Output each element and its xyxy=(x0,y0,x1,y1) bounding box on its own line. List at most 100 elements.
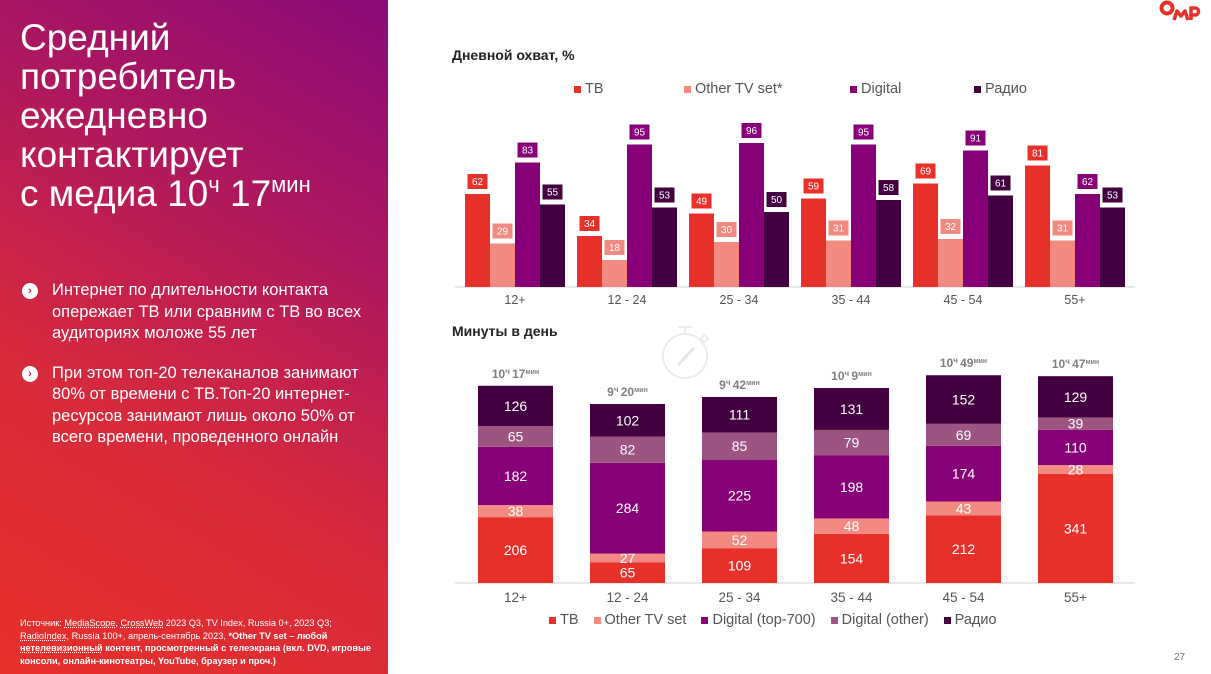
data-label-bg xyxy=(915,163,936,179)
legend-item-digital-top: Digital (top-700) xyxy=(701,612,816,628)
segment-label: 284 xyxy=(616,500,640,516)
legend-label: Digital xyxy=(861,81,902,97)
data-label: 95 xyxy=(634,128,646,139)
legend-label: Digital (other) xyxy=(841,612,929,628)
source-mid2: , Russia 100+, апрель-сентябрь 2023, xyxy=(66,630,229,641)
legend-swatch xyxy=(574,85,581,93)
legend-label: Радио xyxy=(985,81,1027,97)
bar-0 xyxy=(913,183,938,287)
data-label: 96 xyxy=(746,126,758,137)
data-label-bg xyxy=(1077,174,1098,189)
stack-segment-2 xyxy=(590,462,665,554)
data-label-bg xyxy=(853,124,874,140)
segment-label: 110 xyxy=(1064,439,1087,455)
segment-label: 198 xyxy=(840,479,864,495)
data-label: 55 xyxy=(547,188,559,199)
chevron-right-circle-icon: › xyxy=(22,283,38,299)
bar-2 xyxy=(739,143,764,287)
total-label: 10ч 17мин xyxy=(492,367,539,381)
stack-segment-0 xyxy=(478,517,553,583)
stack-segment-0 xyxy=(702,548,777,583)
stack-segment-3 xyxy=(590,436,665,463)
legend-swatch xyxy=(549,616,556,624)
bar-3 xyxy=(988,195,1013,287)
x-tick-label: 45 - 54 xyxy=(944,293,983,307)
headline: Средний потребитель ежедневно контактиру… xyxy=(20,18,311,213)
bar-3 xyxy=(764,212,789,287)
data-label: 91 xyxy=(970,134,982,145)
data-label: 31 xyxy=(1057,224,1069,235)
legend-item-radio: Радио xyxy=(943,612,997,628)
source-footnote-2: контент, просмотренный с телеэкрана (вкл… xyxy=(20,643,372,666)
bar-0 xyxy=(577,236,602,287)
segment-label: 79 xyxy=(844,435,860,451)
bullet-item: › При этом топ-20 телеканалов занимают 8… xyxy=(22,363,372,449)
segment-label: 48 xyxy=(844,518,860,534)
bar-3 xyxy=(652,207,677,287)
segment-label: 39 xyxy=(1068,416,1084,432)
page-number: 27 xyxy=(1174,652,1186,663)
x-tick-label: 12+ xyxy=(504,590,527,605)
source-note: Источник: MediaScope, CrossWeb 2023 Q3, … xyxy=(20,617,380,667)
segment-label: 109 xyxy=(728,558,752,574)
left-panel: Средний потребитель ежедневно контактиру… xyxy=(0,0,388,674)
headline-line-2: потребитель xyxy=(20,56,237,97)
stack-segment-4 xyxy=(1038,376,1113,418)
stack-segment-0 xyxy=(590,562,665,583)
segment-label: 65 xyxy=(620,565,636,581)
total-label: 10ч 47мин xyxy=(1052,357,1099,371)
data-label: 29 xyxy=(497,227,509,238)
stack-segment-4 xyxy=(814,388,889,430)
data-label-bg xyxy=(965,130,986,146)
data-label-bg xyxy=(878,180,899,195)
bar-1 xyxy=(714,242,739,287)
legend-item-tv: ТВ xyxy=(549,612,579,628)
legend-item-tv: ТВ xyxy=(574,81,684,97)
data-label: 58 xyxy=(883,183,895,194)
data-label-bg xyxy=(828,220,849,236)
bar-2 xyxy=(515,162,540,287)
x-tick-label: 12+ xyxy=(504,293,525,307)
segment-label: 182 xyxy=(504,468,528,484)
x-tick-label: 12 - 24 xyxy=(606,590,649,605)
stack-segment-0 xyxy=(926,515,1001,583)
segment-label: 212 xyxy=(952,541,976,557)
data-label: 59 xyxy=(808,182,820,193)
reach-bar-chart: 62 29 83 55 12+ 34 18 95 53 12 - 24 49 30 96 50 25 - 3… xyxy=(455,123,1135,307)
total-label: 9ч 42мин xyxy=(719,378,760,392)
segment-label: 225 xyxy=(728,488,752,504)
x-tick-label: 35 - 44 xyxy=(830,590,873,605)
data-label: 34 xyxy=(584,219,596,230)
bar-0 xyxy=(1025,165,1050,287)
segment-label: 52 xyxy=(732,532,748,548)
x-tick-label: 45 - 54 xyxy=(942,590,985,605)
bar-3 xyxy=(876,200,901,287)
segment-label: 82 xyxy=(620,442,636,458)
stopwatch-icon xyxy=(662,326,710,379)
bar-3 xyxy=(1100,207,1125,287)
data-label-bg xyxy=(716,222,737,237)
segment-label: 129 xyxy=(1064,389,1088,405)
data-label-bg xyxy=(492,223,513,239)
reach-chart-title: Дневной охват, % xyxy=(452,47,575,63)
legend-label: Digital (top-700) xyxy=(712,612,816,628)
stack-segment-1 xyxy=(590,553,665,563)
headline-hours-unit: ч xyxy=(208,172,220,197)
bar-0 xyxy=(689,213,714,287)
stack-segment-3 xyxy=(478,426,553,447)
legend-label: Other TV set xyxy=(604,612,687,628)
data-label: 53 xyxy=(1107,191,1119,202)
data-label-bg xyxy=(604,240,625,255)
stack-segment-0 xyxy=(814,533,889,583)
total-label: 10ч 9мин xyxy=(831,369,872,383)
data-label-bg xyxy=(579,216,600,231)
data-label-bg xyxy=(803,178,824,194)
data-label: 62 xyxy=(472,177,484,188)
segment-label: 341 xyxy=(1064,521,1088,537)
data-label: 30 xyxy=(721,225,733,236)
data-label: 81 xyxy=(1032,149,1044,160)
bullet-list: › Интернет по длительности контакта опер… xyxy=(22,280,372,467)
legend-swatch xyxy=(684,85,691,93)
data-label: 53 xyxy=(659,191,671,202)
stack-segment-3 xyxy=(814,429,889,456)
